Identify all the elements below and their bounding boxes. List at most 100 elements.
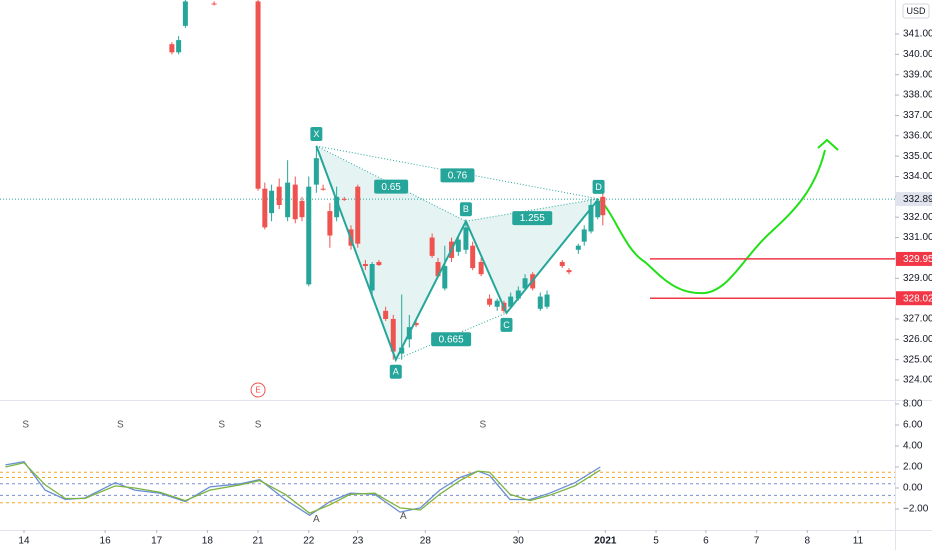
event-label: S — [117, 420, 124, 431]
event-label: S — [218, 420, 225, 431]
x-tick-label: 8 — [805, 536, 811, 547]
candle-body — [334, 196, 340, 218]
x-tick-label: 14 — [18, 536, 30, 547]
candle-body — [537, 296, 543, 309]
osc-y-tick-label: 6.00 — [903, 420, 923, 431]
candle-body — [169, 44, 175, 53]
osc-y-tick-label: 4.00 — [903, 441, 923, 452]
pattern-point-label: D — [595, 182, 602, 192]
pattern-point-label: B — [463, 204, 469, 214]
candle-body — [508, 296, 514, 307]
earnings-label: E — [255, 386, 260, 395]
y-tick-label: 327.00 — [903, 314, 932, 325]
event-label: S — [255, 420, 262, 431]
candle-body — [320, 188, 326, 190]
pattern-point-box — [500, 317, 513, 332]
pattern-point-box — [310, 126, 323, 141]
candle-body — [369, 264, 375, 291]
y-tick-label: 341.00 — [903, 29, 932, 40]
candle-body — [399, 347, 405, 354]
x-tick-label: 21 — [252, 536, 264, 547]
candle-body — [559, 261, 565, 267]
price-marker-label: 329.95 — [903, 254, 932, 265]
candle-body — [327, 211, 333, 236]
candle-body — [515, 290, 521, 299]
candle-body — [544, 294, 550, 307]
candle-body — [435, 261, 441, 277]
pattern-fill — [316, 145, 466, 360]
y-tick-label: 324.00 — [903, 375, 932, 386]
x-tick-label: 5 — [653, 536, 659, 547]
y-tick-label: 336.00 — [903, 130, 932, 141]
candle-body — [262, 188, 268, 228]
x-tick-label: 2021 — [594, 536, 617, 547]
price-marker-box — [896, 251, 932, 266]
x-tick-label: 6 — [703, 536, 709, 547]
pattern-point-box — [459, 202, 472, 217]
candle-body — [455, 239, 461, 252]
candle-body — [182, 1, 188, 26]
ratio-box — [431, 332, 472, 347]
x-tick-label: 30 — [513, 536, 525, 547]
candle-body — [355, 186, 361, 244]
pattern-point-label: A — [393, 367, 399, 377]
y-tick-label: 325.00 — [903, 354, 932, 365]
price-marker-label: 332.89 — [903, 194, 932, 205]
x-tick-label: 17 — [151, 536, 163, 547]
ratio-label: 0.665 — [439, 334, 464, 345]
candle-body — [211, 3, 217, 5]
candle-body — [276, 186, 282, 205]
candle-body — [463, 227, 469, 250]
y-tick-label: 332.00 — [903, 212, 932, 223]
projection-arrowhead — [817, 138, 839, 151]
candle-body — [566, 270, 572, 273]
candle-body — [429, 237, 435, 256]
y-tick-label: 335.00 — [903, 151, 932, 162]
ratio-label: 0.65 — [381, 182, 401, 193]
x-tick-label: 16 — [100, 536, 112, 547]
x-tick-label: 28 — [420, 536, 432, 547]
candle-body — [306, 186, 312, 285]
candle-body — [341, 198, 347, 200]
pattern-ratio-line — [316, 145, 467, 222]
y-tick-label: 334.00 — [903, 171, 932, 182]
x-tick-label: 23 — [352, 536, 364, 547]
y-tick-label: 338.00 — [903, 90, 932, 101]
y-tick-label: 339.00 — [903, 69, 932, 80]
y-tick-label: 340.00 — [903, 49, 932, 60]
pattern-fill — [465, 198, 599, 313]
osc-y-tick-label: 0.00 — [903, 483, 923, 494]
candle-body — [595, 200, 601, 218]
osc-y-tick-label: 2.00 — [903, 462, 923, 473]
candle-body — [299, 200, 305, 218]
osc-marker: A — [400, 511, 407, 522]
candle-body — [269, 190, 275, 214]
currency-box[interactable] — [902, 3, 930, 19]
candle-body — [390, 318, 396, 352]
y-tick-label: 326.00 — [903, 334, 932, 345]
pattern-legs — [315, 145, 600, 363]
x-tick-label: 22 — [303, 536, 315, 547]
osc-y-tick-label: −2.00 — [903, 504, 929, 515]
candle-body — [478, 261, 484, 275]
candle-body — [313, 158, 319, 185]
osc-y-tick-label: 8.00 — [903, 399, 923, 410]
pattern-point-label: X — [313, 129, 319, 139]
ratio-label: 0.76 — [448, 171, 468, 182]
event-label: S — [22, 420, 29, 431]
ratio-box — [374, 179, 409, 194]
price-marker-box — [896, 192, 932, 207]
y-tick-label: 329.00 — [903, 273, 932, 284]
pattern-point-box — [389, 364, 402, 379]
price-marker-box — [896, 291, 932, 306]
candle-body — [362, 264, 368, 267]
candle-body — [413, 323, 419, 326]
event-label: S — [479, 420, 486, 431]
candle-body — [285, 182, 291, 218]
candle-body — [255, 1, 261, 189]
projection-path — [599, 149, 826, 295]
pattern-point-label: C — [503, 320, 510, 330]
